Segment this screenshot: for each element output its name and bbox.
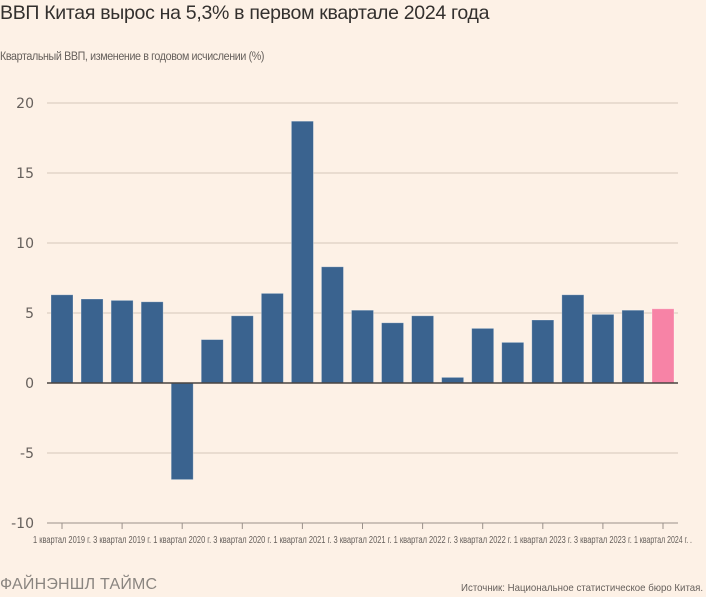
grid-lines [47, 102, 678, 454]
axes [47, 382, 678, 529]
x-tick-label: 3 квартал 2023 г. [574, 535, 632, 546]
x-tick-label: 1 квартал 2021 г. [273, 535, 331, 546]
bar [110, 299, 134, 384]
bar [290, 120, 314, 384]
bar [531, 319, 555, 384]
bar [621, 309, 645, 384]
y-tick-label: -5 [20, 446, 34, 462]
y-tick-label: 0 [25, 376, 34, 392]
x-tick-label: 1 квартал 2023 г. [514, 535, 572, 546]
x-tick-label: 1 квартал 2020 г. [153, 535, 211, 546]
bar [411, 315, 435, 384]
x-tick-label: 1 квартал 2024 г. . [634, 535, 692, 546]
bar [441, 376, 465, 384]
x-axis-labels: 1 квартал 2019 г. 3 квартал 2019 г. 1 квар… [33, 535, 692, 546]
bar [501, 341, 525, 384]
bar [381, 322, 404, 384]
bar [260, 292, 284, 384]
bar [591, 313, 615, 384]
y-tick-label: 20 [16, 96, 34, 112]
y-axis-labels: 20 15 10 5 0 -5 -10 [11, 96, 34, 532]
bar [80, 298, 104, 384]
bar [471, 327, 495, 384]
x-tick-label: 3 квартал 2019 г. [93, 535, 151, 546]
x-tick-label: 3 квартал 2022 г. [454, 535, 512, 546]
brand-logo: ФАЙНЭНШЛ ТАЙМС [0, 576, 158, 593]
x-tick-label: 1 квартал 2022 г. [394, 535, 452, 546]
chart-subtitle: Квартальный ВВП, изменение в годовом исч… [0, 51, 265, 63]
bars [50, 120, 675, 480]
x-tick-label: 3 квартал 2021 г. [334, 535, 392, 546]
bar [351, 309, 374, 384]
bar [561, 294, 585, 384]
bar [200, 339, 224, 384]
bar [50, 294, 74, 384]
y-tick-label: 5 [25, 306, 34, 322]
y-tick-label: 15 [16, 166, 34, 182]
y-tick-label: 10 [16, 236, 34, 252]
bar [140, 301, 164, 384]
chart-title: ВВП Китая вырос на 5,3% в первом квартал… [0, 2, 490, 24]
x-tick-label: 1 квартал 2019 г. [33, 535, 91, 546]
bar [230, 315, 254, 384]
bar [651, 308, 675, 384]
x-tick-label: 3 квартал 2020 г. [213, 535, 271, 546]
bar [170, 382, 194, 480]
source-note: Источник: Национальное статистическое бю… [460, 582, 703, 594]
y-tick-label: -10 [11, 516, 34, 532]
bar [321, 266, 344, 384]
